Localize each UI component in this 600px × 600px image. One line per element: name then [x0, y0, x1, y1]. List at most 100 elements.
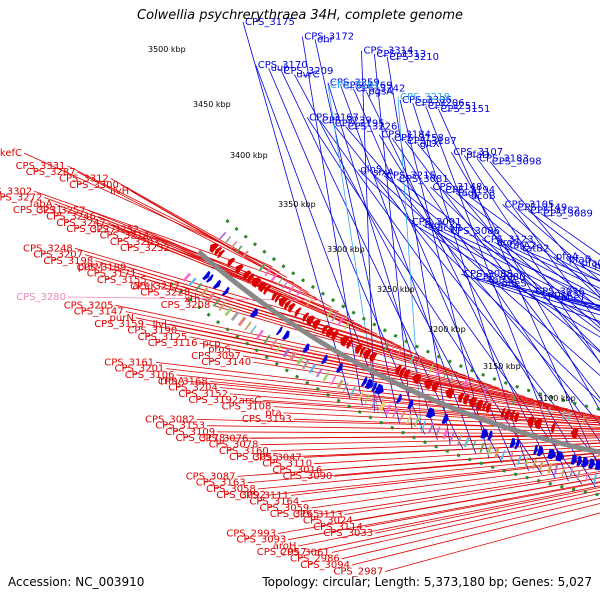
gene-label: CPS_3113 [293, 510, 343, 521]
feature-bar [270, 272, 279, 282]
gene-label: CPS_3160 [219, 446, 269, 457]
feature-bar [277, 277, 284, 286]
gene-label: sixA [373, 168, 394, 179]
scale-ring [169, 281, 600, 497]
label-connector [353, 88, 516, 468]
reverse-gene-arrow [551, 422, 556, 433]
kbp-ticks: 3500 kbp 3450 kbp 3400 kbp 3350 kbp 3300 kbp… [148, 45, 600, 497]
gene-label: CPS_3059 [259, 503, 309, 514]
kbp-tick-label: 3250 kbp [377, 285, 415, 294]
gene-label: CPS_3106 [125, 370, 175, 381]
gene-label: CPS_3208 [161, 300, 211, 311]
gene-label: CPS_3246 [46, 212, 96, 223]
gene-label: ppsA [548, 290, 573, 301]
label-connector [385, 512, 600, 572]
gene-label: CPS_3192 [188, 395, 238, 406]
feature-bar [413, 417, 420, 428]
label-connector [278, 477, 600, 534]
feature-bar [212, 297, 221, 307]
label-connector [270, 440, 600, 452]
gene-label: CPS_3169 [343, 81, 393, 92]
reverse-gene-arrow [242, 270, 252, 280]
gene-label: CPS_3206 [415, 98, 465, 109]
feature-bar [357, 390, 365, 401]
feature-bar [483, 386, 488, 396]
gene-label: CPS_3226 [348, 122, 398, 133]
label-connector [186, 380, 600, 422]
feature-bar [308, 363, 317, 374]
gene-label: CPS_3201 [114, 364, 164, 375]
gene-label: CPS_3082 [145, 414, 195, 425]
forward-gene-arrow [547, 448, 557, 460]
gene-label: uvrC [296, 69, 319, 80]
gene-label: purN [110, 313, 134, 324]
gene-label: CPS_3087 [186, 471, 236, 482]
gene-label: CPS_3094 [300, 560, 350, 571]
forward-gene-arrow [374, 383, 384, 395]
reverse-gene-arrow [283, 300, 292, 310]
label-connector [481, 238, 600, 308]
forward-gene-arrow [202, 270, 211, 281]
label-connector [166, 368, 600, 418]
feature-bar [409, 355, 415, 365]
gene-label: CPS_3163 [196, 478, 246, 489]
label-connector [176, 374, 600, 421]
feature-bar [224, 235, 232, 245]
label-connector [502, 204, 600, 299]
label-connector [351, 503, 600, 566]
gene-label: CPS_3089 [543, 209, 593, 220]
gene-label: CPS_3259 [330, 78, 380, 89]
gene-label: CPS_3251 [428, 101, 478, 112]
feature-bar [194, 282, 203, 292]
label-connector [527, 210, 600, 267]
reverse-gene-arrow [424, 378, 434, 390]
gene-label: proS [208, 345, 231, 356]
label-connector [463, 154, 600, 364]
feature-bar [561, 410, 566, 420]
reverse-gene-arrow [500, 407, 506, 418]
feature-bar [378, 401, 386, 412]
gene-label: CPS_3306 [402, 95, 452, 106]
label-connector [67, 296, 321, 301]
gene-label: CPS_3175 [245, 17, 295, 28]
feature-bar [553, 464, 559, 475]
gene-label: msrB2 [594, 261, 600, 272]
label-connector [321, 471, 600, 515]
reverse-gene-arrow [271, 291, 279, 301]
reverse-gene-arrow [346, 339, 354, 349]
label-connector [430, 186, 600, 352]
feature-bar [219, 231, 227, 240]
gene-label: CPS_3300 [69, 180, 119, 191]
feature-bar [230, 241, 238, 249]
feature-bar [462, 378, 469, 388]
gene-label: CPS_3016 [272, 465, 322, 476]
gene-label: CPS_3170 [258, 60, 308, 71]
feature-bar [449, 431, 455, 442]
feature-bar [287, 285, 295, 294]
feature-bar [288, 351, 297, 362]
gene-label: CPS_3272 [0, 193, 42, 204]
reverse-gene-arrow [463, 394, 470, 405]
feature-bar [302, 359, 310, 370]
forward-gene-arrow [514, 439, 520, 450]
gene-label: xth [184, 294, 200, 305]
label-connector [298, 485, 600, 547]
gene-label: CPS_3158 [394, 133, 444, 144]
kbp-tick-label: 3350 kbp [278, 200, 316, 209]
reverse-gene-arrow [404, 369, 411, 380]
reverse-gene-arrow [395, 364, 402, 375]
label-connector [110, 178, 287, 278]
label-connector [324, 449, 600, 471]
label-connector [247, 452, 600, 484]
feature-bar [331, 313, 338, 322]
gene-label: CPS_3187 [407, 136, 457, 147]
gene-label: purM [78, 262, 103, 273]
label-connector [515, 207, 600, 282]
forward-gene-arrow [570, 454, 577, 465]
label-connector [280, 442, 600, 458]
gene-label: CPS_3061 [280, 548, 330, 559]
label-connector [74, 247, 386, 339]
feature-bar [392, 407, 398, 418]
label-connector [489, 161, 600, 296]
